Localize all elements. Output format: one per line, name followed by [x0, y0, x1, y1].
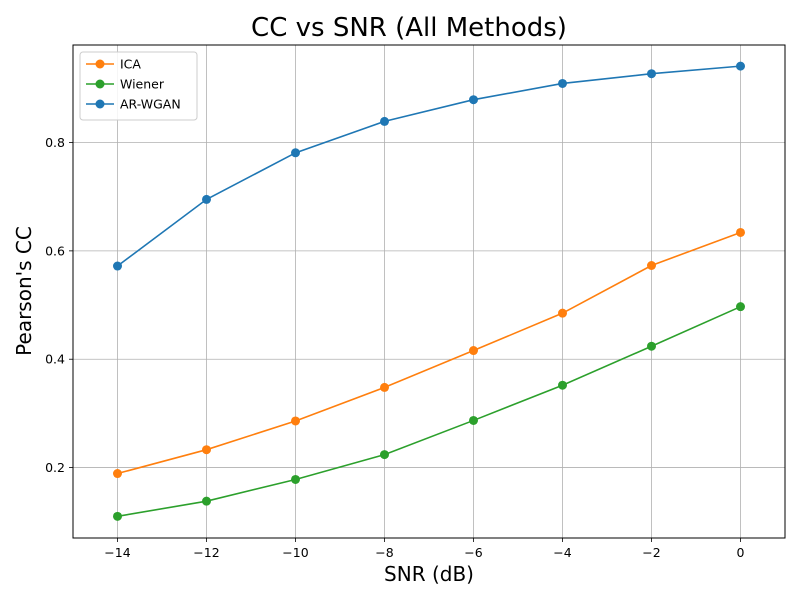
legend-marker	[95, 99, 105, 109]
x-axis-label: SNR (dB)	[384, 562, 474, 586]
data-point	[469, 346, 478, 356]
legend-item: AR-WGAN	[86, 97, 181, 112]
data-point	[202, 445, 211, 455]
legend-label: ICA	[120, 57, 141, 72]
data-point	[469, 95, 478, 105]
x-tick-label: −6	[464, 545, 482, 560]
series-ica	[113, 227, 745, 479]
data-point	[647, 260, 656, 270]
x-tick-label: −12	[193, 545, 219, 560]
y-axis-label: Pearson's CC	[12, 226, 36, 356]
data-point	[558, 308, 567, 318]
data-point	[647, 341, 656, 351]
x-tick-label: 0	[737, 545, 745, 560]
series-wiener	[113, 302, 745, 521]
data-point	[558, 78, 567, 88]
x-tick-label: −2	[642, 545, 660, 560]
x-tick-label: −14	[104, 545, 130, 560]
data-point	[291, 148, 300, 158]
data-point	[380, 116, 389, 126]
y-tick-label: 0.6	[45, 243, 65, 258]
data-point	[380, 450, 389, 460]
data-point	[469, 415, 478, 425]
series-line	[117, 231, 741, 475]
legend-marker	[95, 79, 105, 89]
legend-item: Wiener	[86, 77, 165, 92]
legend-item: ICA	[86, 57, 141, 72]
y-tick-label: 0.4	[45, 352, 65, 367]
legend-label: AR-WGAN	[120, 97, 181, 112]
y-tick-label: 0.8	[45, 135, 65, 150]
series-layer	[113, 61, 745, 521]
legend-frame	[79, 51, 198, 121]
data-point	[736, 302, 745, 312]
data-point	[113, 511, 122, 521]
series-line	[117, 305, 741, 518]
x-tick-label: −10	[282, 545, 308, 560]
series-ar-wgan	[113, 61, 745, 271]
data-point	[736, 227, 745, 237]
data-point	[291, 416, 300, 426]
data-point	[113, 261, 122, 271]
legend: ICA Wiener AR-WGAN	[79, 51, 198, 121]
series-line	[117, 65, 741, 267]
legend-marker	[95, 59, 105, 69]
data-point	[736, 61, 745, 71]
data-point	[202, 194, 211, 204]
data-point	[113, 469, 122, 479]
data-point	[558, 380, 567, 390]
chart-title: CC vs SNR (All Methods)	[251, 13, 567, 43]
data-point	[380, 382, 389, 392]
grid-layer	[73, 45, 785, 538]
data-point	[647, 69, 656, 79]
data-point	[291, 474, 300, 484]
data-point	[202, 496, 211, 506]
x-tick-label: −4	[553, 545, 571, 560]
y-tick-label: 0.2	[45, 460, 65, 475]
x-tick-label: −8	[375, 545, 393, 560]
legend-label: Wiener	[120, 77, 165, 92]
tick-layer: −14 −12 −10 −8 −6 −4 −2 0 0.2 0.4 0.6 0.8	[45, 135, 744, 560]
plot-frame	[72, 44, 786, 539]
